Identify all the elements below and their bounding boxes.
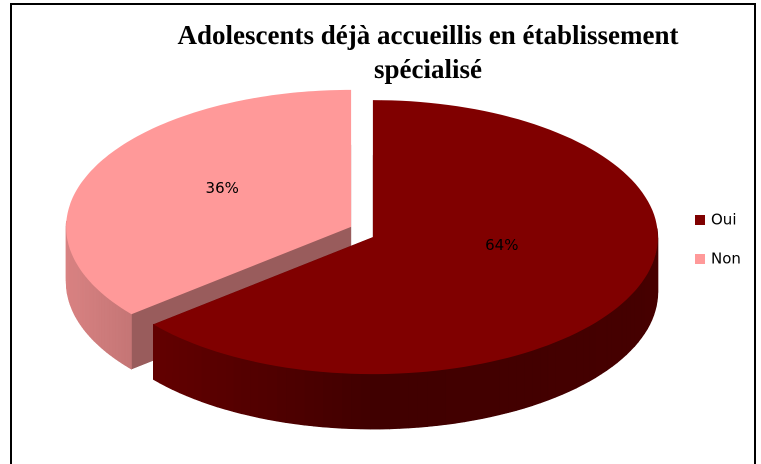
legend-swatch — [695, 254, 705, 264]
slice-outer-wall — [98, 289, 102, 349]
slice-outer-wall — [562, 335, 570, 395]
pie: 64% 36% — [65, 89, 659, 430]
slice-outer-wall — [621, 298, 627, 360]
slice-outer-wall — [417, 371, 428, 428]
slice-outer-wall — [224, 353, 234, 412]
slice-outer-wall — [124, 309, 129, 368]
slice-outer-wall — [201, 346, 210, 405]
slice-outer-wall — [91, 282, 95, 342]
slice-outer-wall — [153, 323, 160, 384]
slice-outer-wall — [89, 280, 93, 340]
slice-outer-wall — [93, 285, 97, 345]
slice-outer-wall — [555, 338, 563, 398]
slice-outer-wall — [638, 281, 642, 343]
slice-outer-wall — [595, 318, 602, 379]
slice-outer-wall — [427, 370, 438, 427]
slice-outer-wall — [172, 334, 180, 394]
slice-outer-wall — [436, 369, 447, 426]
chart-title: Adolescents déjà accueillis en établisse… — [177, 20, 679, 84]
slice-outer-wall — [649, 264, 653, 325]
slice-outer-wall — [569, 332, 577, 392]
slice-outer-wall — [507, 355, 517, 414]
slice-outer-wall — [481, 361, 492, 419]
slice-outer-wall — [582, 325, 590, 386]
slice-outer-wall — [159, 327, 167, 387]
slice-outer-wall — [267, 364, 278, 422]
slice-outer-wall — [370, 373, 381, 430]
legend-label: Non — [711, 250, 741, 268]
slice-outer-wall — [644, 272, 648, 335]
slice-outer-wall — [606, 310, 613, 371]
slice-outer-wall — [532, 347, 541, 407]
slice-outer-wall — [186, 340, 195, 400]
slice-outer-wall — [490, 359, 500, 418]
slice-outer-wall — [258, 362, 269, 420]
data-label: 36% — [206, 179, 239, 197]
slice-outer-wall — [250, 360, 260, 419]
slice-outer-wall — [179, 337, 187, 397]
legend: Oui Non — [695, 211, 741, 268]
slice-outer-wall — [499, 357, 509, 416]
slice-outer-wall — [341, 372, 352, 430]
slice-outer-wall — [332, 372, 343, 429]
slice-outer-wall — [96, 287, 100, 347]
slice-outer-wall — [241, 358, 251, 417]
slice-outer-wall — [106, 296, 110, 356]
legend-swatch — [695, 215, 705, 225]
slice-outer-wall — [165, 330, 173, 391]
slice-outer-wall — [208, 348, 218, 408]
slice-outer-wall — [540, 344, 549, 404]
slice-outer-wall — [454, 366, 465, 424]
slice-outer-wall — [112, 301, 116, 360]
slice-outer-wall — [389, 373, 400, 430]
slice-outer-wall — [101, 292, 105, 351]
slice-outer-wall — [464, 364, 474, 423]
slice-outer-wall — [360, 373, 371, 430]
slice-outer-wall — [118, 305, 122, 364]
slice-outer-wall — [601, 314, 608, 375]
slice — [153, 100, 658, 375]
slice-outer-wall — [626, 294, 631, 356]
slice-outer-wall — [121, 307, 126, 366]
slice-outer-wall — [379, 373, 390, 430]
slice — [66, 89, 352, 315]
slice-outer-wall — [547, 341, 556, 401]
slice-outer-wall — [115, 303, 119, 362]
slice-outer-wall — [473, 363, 483, 421]
legend-label: Oui — [711, 211, 736, 229]
slice-outer-wall — [516, 352, 525, 411]
slice-outer-wall — [294, 368, 305, 426]
slice-outer-wall — [322, 371, 333, 429]
slice-outer-wall — [647, 269, 651, 330]
slice-outer-wall — [193, 343, 202, 403]
slice-outer-wall — [398, 372, 409, 429]
slice-outer-wall — [313, 370, 324, 428]
slice-outer-wall — [408, 372, 419, 429]
slice-outer-wall — [127, 311, 132, 370]
slice-outer-wall — [285, 367, 296, 425]
slice-outer-wall — [233, 356, 243, 415]
slice-outer-wall — [589, 322, 596, 382]
slice-outer-wall — [617, 302, 623, 364]
slice-outer-wall — [87, 278, 90, 338]
data-label: 64% — [485, 236, 518, 254]
slice-outer-wall — [304, 369, 314, 427]
slice-outer-wall — [216, 351, 226, 410]
slice-outer-wall — [445, 367, 456, 425]
slice-outer-wall — [103, 294, 107, 354]
slice-outer-wall — [641, 277, 645, 339]
slice-outer-wall — [109, 299, 113, 358]
slice-outer-wall — [276, 365, 287, 423]
slice-outer-wall — [634, 286, 639, 348]
slice-outer-wall — [576, 329, 584, 389]
slice-outer-wall — [524, 350, 533, 409]
slice-outer-wall — [630, 290, 635, 352]
slice-outer-wall — [351, 373, 362, 430]
slice-outer-wall — [611, 306, 618, 368]
